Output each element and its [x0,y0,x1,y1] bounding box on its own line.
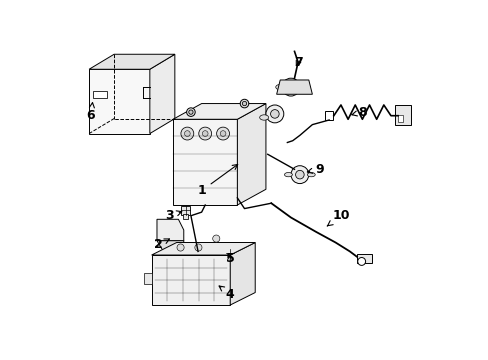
Text: 3: 3 [165,209,182,222]
Bar [225,249,234,257]
Text: 10: 10 [326,209,349,226]
Circle shape [357,257,365,265]
Ellipse shape [307,172,315,177]
Circle shape [295,170,304,179]
Bar [397,115,403,122]
Text: 9: 9 [307,163,323,176]
Polygon shape [173,104,265,119]
Circle shape [181,127,193,140]
Circle shape [216,127,229,140]
Polygon shape [89,54,175,69]
Polygon shape [151,255,230,305]
Circle shape [282,78,299,96]
Circle shape [242,102,246,106]
Circle shape [290,166,308,184]
Polygon shape [149,54,175,134]
Text: 5: 5 [225,252,234,265]
Circle shape [177,244,184,251]
Circle shape [265,105,283,123]
Text: 6: 6 [86,103,95,122]
Circle shape [220,131,225,136]
Ellipse shape [259,115,268,120]
Polygon shape [276,80,312,94]
Bar [181,206,189,215]
Bar [93,91,107,98]
Bar [394,105,410,125]
Polygon shape [173,119,237,205]
Polygon shape [89,69,149,134]
Bar [324,111,333,120]
Text: 7: 7 [293,55,302,69]
Circle shape [198,127,211,140]
Circle shape [188,110,193,114]
Polygon shape [157,241,183,249]
Polygon shape [144,273,151,284]
Circle shape [212,235,220,242]
Polygon shape [151,243,255,255]
Polygon shape [237,104,265,205]
Text: 4: 4 [219,286,234,301]
Ellipse shape [275,85,284,90]
Bar [227,257,232,262]
Bar [183,214,187,219]
Circle shape [270,110,279,118]
Text: 1: 1 [197,165,237,197]
Circle shape [286,83,295,91]
Circle shape [240,99,248,108]
Text: 8: 8 [351,105,366,119]
Circle shape [184,131,190,136]
Bar [356,254,371,263]
Text: 2: 2 [154,238,169,251]
Circle shape [194,244,202,251]
Ellipse shape [284,172,292,177]
Circle shape [186,108,195,116]
Polygon shape [157,219,183,241]
Polygon shape [230,243,255,305]
Circle shape [202,131,207,136]
